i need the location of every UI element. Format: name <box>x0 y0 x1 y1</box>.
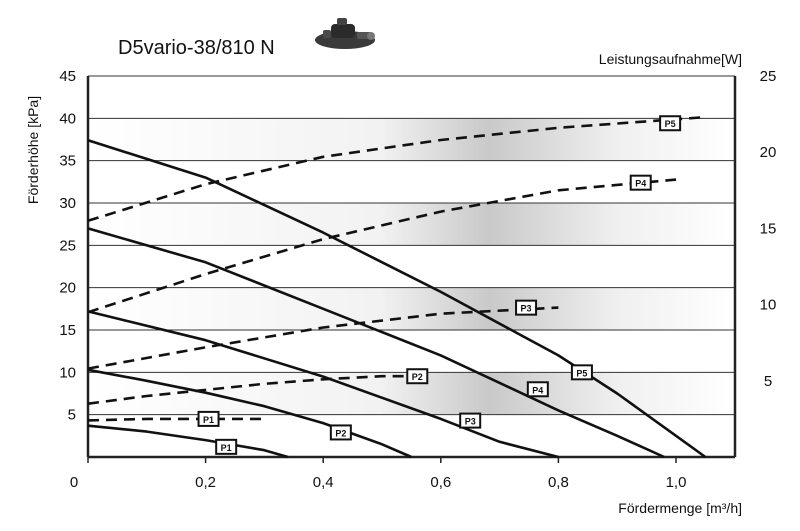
curve-label-power-p3: P3 <box>515 299 538 316</box>
curve-label-box <box>526 381 549 398</box>
curve-label-head-p5: P5 <box>570 364 593 381</box>
x-axis-ticks: 0 0,2 0,4 0,6 0,8 1,0 <box>70 457 687 491</box>
curves <box>87 115 707 459</box>
x-tick-label: 0,8 <box>548 474 569 491</box>
y-tick-label: 25 <box>59 237 76 254</box>
background-band <box>88 118 735 161</box>
y2-axis-label: Leistungsaufnahme[W] <box>599 51 742 67</box>
curve-label-box <box>570 364 593 381</box>
curve-label-text: P2 <box>335 428 346 438</box>
series-line-head-p5 <box>87 139 707 459</box>
x-tick-label: 0 <box>70 474 78 491</box>
series-line-head-p4 <box>87 227 665 459</box>
x-axis-label: Fördermenge [m³/h] <box>618 500 742 516</box>
x-tick-label: 0,6 <box>430 474 451 491</box>
curve-labels: P1 P2 P3 P4 P5 P1 P2 P3 P4 P5 <box>197 115 682 455</box>
right-axis-ticks: 5 10 15 20 25 <box>760 68 777 390</box>
background-band <box>88 203 735 246</box>
curve-label-box <box>659 115 682 132</box>
y-tick-label: 10 <box>59 364 76 381</box>
curve-label-text: P5 <box>576 368 587 378</box>
curve-label-box <box>406 368 429 385</box>
curve-label-head-p3: P3 <box>459 412 482 429</box>
axes <box>86 76 737 459</box>
series-line-power-p4 <box>87 178 677 314</box>
curve-label-box <box>329 424 352 441</box>
y2-tick-label: 5 <box>764 373 772 390</box>
y2-tick-label: 20 <box>760 144 777 161</box>
curve-label-text: P1 <box>203 415 214 425</box>
series-line-head-p2 <box>87 368 412 459</box>
y2-tick-label: 10 <box>760 297 777 314</box>
curve-label-text: P4 <box>635 179 646 189</box>
background-band <box>88 287 735 330</box>
curve-label-head-p1: P1 <box>215 438 238 455</box>
y-tick-label: 30 <box>59 195 76 212</box>
y-axis-label: Förderhöhe [kPa] <box>25 96 41 204</box>
y2-tick-label: 15 <box>760 220 777 237</box>
series-line-head-p3 <box>87 310 559 459</box>
curve-label-box <box>629 174 652 191</box>
curve-label-box <box>215 438 238 455</box>
series-line-head-p1 <box>87 424 289 459</box>
y-tick-label: 40 <box>59 110 76 127</box>
pump-icon <box>315 18 375 49</box>
x-tick-label: 0,4 <box>313 474 334 491</box>
y-tick-label: 45 <box>59 68 76 85</box>
curve-label-text: P3 <box>521 304 532 314</box>
curve-label-power-p4: P4 <box>629 174 652 191</box>
series-line-power-p5 <box>87 115 706 223</box>
curve-label-head-p2: P2 <box>329 424 352 441</box>
series-line-power-p3 <box>87 306 559 370</box>
curve-label-text: P2 <box>412 372 423 382</box>
x-tick-label: 0,2 <box>195 474 216 491</box>
series-line-power-p1 <box>87 417 265 422</box>
curve-label-power-p2: P2 <box>406 368 429 385</box>
x-tick-label: 1,0 <box>666 474 687 491</box>
curve-label-box <box>197 410 220 427</box>
curve-label-head-p4: P4 <box>526 381 549 398</box>
curve-label-box <box>515 299 538 316</box>
y2-tick-label: 25 <box>760 68 777 85</box>
y-tick-label: 20 <box>59 280 76 297</box>
curve-label-text: P5 <box>665 119 676 129</box>
curve-label-power-p5: P5 <box>659 115 682 132</box>
curve-label-text: P3 <box>465 417 476 427</box>
y-tick-label: 15 <box>59 322 76 339</box>
curve-label-power-p1: P1 <box>197 410 220 427</box>
left-axis-ticks: 5 10 15 20 25 30 35 40 45 <box>59 68 76 424</box>
y-tick-label: 35 <box>59 153 76 170</box>
y-tick-label: 5 <box>68 407 76 424</box>
series-line-power-p2 <box>87 374 412 405</box>
curve-label-text: P4 <box>532 385 543 395</box>
curve-label-box <box>459 412 482 429</box>
curve-label-text: P1 <box>221 443 232 453</box>
chart-title: D5vario-38/810 N <box>118 37 275 59</box>
